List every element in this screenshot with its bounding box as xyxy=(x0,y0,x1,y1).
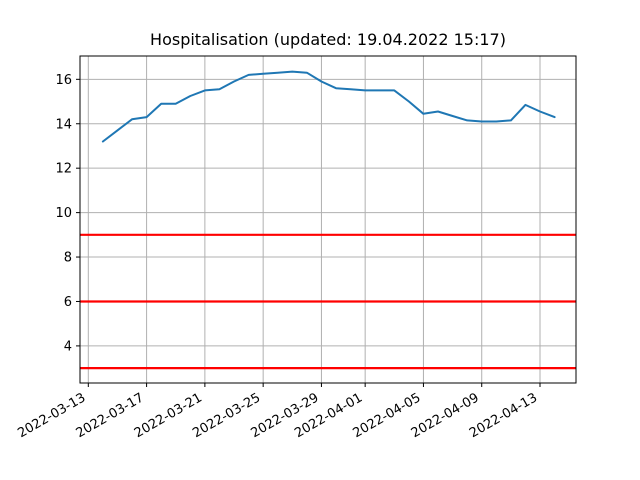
y-tick-label: 16 xyxy=(55,73,72,88)
series-line-hospitalisations xyxy=(101,70,556,143)
chart-title: Hospitalisation (updated: 19.04.2022 15:… xyxy=(150,30,506,49)
y-tick-label: 6 xyxy=(64,295,72,310)
y-tick-label: 10 xyxy=(55,206,72,221)
y-tick-label: 12 xyxy=(55,162,72,177)
y-tick-label: 8 xyxy=(64,251,72,266)
plot-frame xyxy=(79,55,577,384)
y-tick-label: 14 xyxy=(55,117,72,132)
y-tick-label: 4 xyxy=(64,339,72,354)
